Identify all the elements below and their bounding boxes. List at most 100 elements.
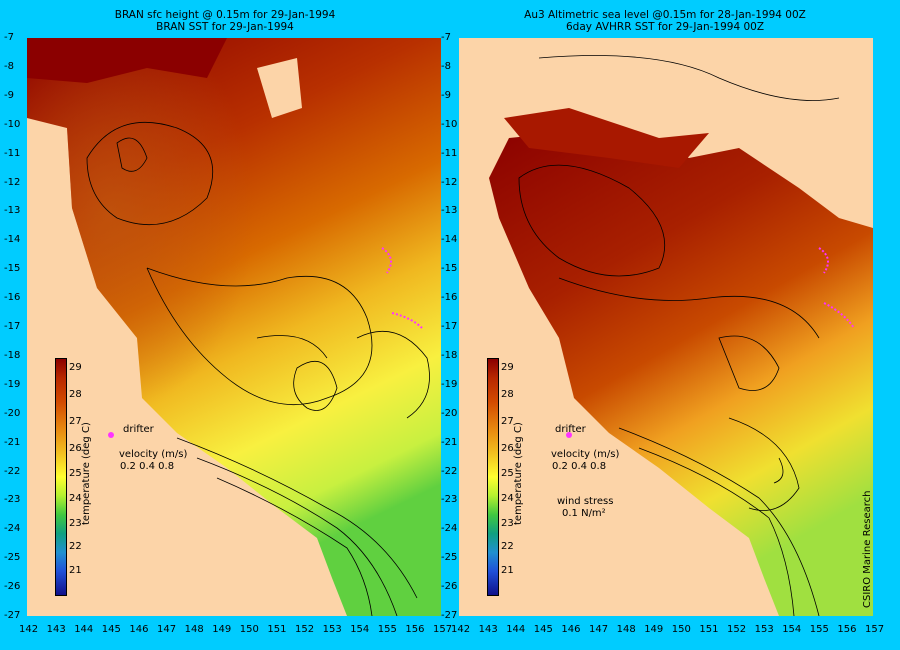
right-velocity-scale: 0.2 0.4 0.8	[552, 461, 607, 472]
y-tick-label-left: -23	[4, 494, 21, 506]
left-legend-tick: 25	[69, 468, 82, 479]
x-tick-label: 153	[322, 624, 342, 635]
y-tick-label-left: -11	[4, 147, 21, 159]
left-legend-tick: 21	[69, 565, 82, 576]
x-tick-label: 155	[809, 624, 829, 635]
credit-label: CSIRO Marine Research	[862, 490, 873, 608]
x-tick-label: 154	[782, 624, 802, 635]
right-legend-tick: 27	[501, 416, 514, 427]
x-tick-label: 148	[616, 624, 636, 635]
right-legend-tick: 28	[501, 389, 514, 400]
y-tick-label-middle: -21	[441, 436, 458, 448]
x-tick-label: 143	[46, 624, 66, 635]
y-tick-label-left: -7	[4, 32, 14, 43]
right-title-line2: 6day AVHRR SST for 29-Jan-1994 00Z	[565, 21, 765, 33]
left-legend-title: temperature (deg C)	[81, 422, 92, 525]
x-tick-label: 145	[101, 624, 121, 635]
right-velocity-label: velocity (m/s)	[551, 449, 620, 460]
y-tick-label-middle: -23	[441, 494, 458, 506]
y-tick-label-left: -10	[4, 118, 21, 130]
x-tick-label: 147	[589, 624, 609, 635]
right-legend-tick: 24	[501, 493, 514, 504]
x-tick-label: 155	[377, 624, 397, 635]
right-legend-tick: 29	[501, 362, 514, 373]
right-title-line1: Au3 Altimetric sea level @0.15m for 28-J…	[524, 9, 806, 21]
y-tick-label-middle: -11	[441, 147, 458, 159]
right-legend-tick: 23	[501, 518, 514, 529]
y-tick-label-left: -14	[4, 234, 21, 246]
y-tick-label-middle: -10	[441, 118, 458, 130]
right-drifter-label: drifter	[555, 424, 586, 435]
left-drifter-label: drifter	[123, 424, 154, 435]
x-tick-label: 149	[212, 624, 232, 635]
x-tick-label: 146	[129, 624, 149, 635]
y-tick-label-left: -16	[4, 292, 21, 304]
right-wind-stress-label: wind stress	[557, 496, 614, 507]
x-tick-label: 157	[865, 624, 885, 635]
y-tick-label-middle: -15	[441, 263, 458, 275]
left-title-line2: BRAN SST for 29-Jan-1994	[156, 21, 294, 33]
x-tick-label: 152	[727, 624, 747, 635]
x-tick-label: 150	[239, 624, 259, 635]
x-tick-label: 142	[19, 624, 39, 635]
y-tick-label-middle: -22	[441, 465, 458, 477]
y-tick-label-middle: -8	[441, 60, 451, 72]
y-tick-label-left: -13	[4, 205, 21, 217]
x-tick-label: 149	[644, 624, 664, 635]
left-legend-tick: 23	[69, 518, 82, 529]
x-tick-label: 147	[157, 624, 177, 635]
y-tick-label-left: -17	[4, 321, 21, 332]
y-tick-label-left: -20	[4, 407, 21, 419]
right-sst-map: 29 28 27 26 25 24 23 22 21 temperature (…	[459, 38, 873, 616]
y-tick-label-middle: -12	[441, 176, 458, 188]
y-tick-label-middle: -27	[441, 610, 458, 621]
x-tick-label: 151	[699, 624, 719, 635]
y-tick-label-left: -26	[4, 581, 21, 593]
right-legend-tick: 26	[501, 443, 514, 454]
right-legend-title: temperature (deg C)	[513, 422, 524, 525]
y-tick-label-middle: -17	[441, 321, 458, 332]
right-colorbar	[487, 358, 499, 596]
x-tick-label: 150	[671, 624, 691, 635]
y-tick-label-middle: -7	[441, 32, 451, 43]
left-legend-tick: 26	[69, 443, 82, 454]
y-tick-label-middle: -14	[441, 234, 458, 246]
y-tick-label-middle: -9	[441, 89, 451, 101]
x-tick-label: 157	[433, 624, 453, 635]
x-tick-label: 142	[451, 624, 471, 635]
y-tick-label-middle: -20	[441, 407, 458, 419]
x-tick-label: 148	[184, 624, 204, 635]
left-legend-tick: 29	[69, 362, 82, 373]
left-legend-tick: 24	[69, 493, 82, 504]
y-tick-label-left: -22	[4, 465, 21, 477]
y-tick-label-left: -27	[4, 610, 21, 621]
left-title-line1: BRAN sfc height @ 0.15m for 29-Jan-1994	[114, 9, 336, 21]
y-tick-label-left: -25	[4, 552, 21, 564]
y-tick-label-middle: -13	[441, 205, 458, 217]
x-tick-label: 156	[405, 624, 425, 635]
y-tick-label-left: -12	[4, 176, 21, 188]
left-sst-map: 29 28 27 26 25 24 23 22 21 temperature (…	[27, 38, 441, 616]
left-panel-title: BRAN sfc height @ 0.15m for 29-Jan-1994 …	[15, 9, 435, 33]
x-tick-label: 146	[561, 624, 581, 635]
y-tick-label-middle: -19	[441, 378, 458, 390]
left-sst-field	[27, 38, 441, 616]
x-tick-label: 143	[478, 624, 498, 635]
x-tick-label: 154	[350, 624, 370, 635]
y-tick-label-left: -21	[4, 436, 21, 448]
right-legend-tick: 22	[501, 541, 514, 552]
x-tick-label: 156	[837, 624, 857, 635]
y-tick-label-left: -24	[4, 523, 21, 535]
right-sst-field	[459, 38, 873, 616]
y-tick-label-middle: -24	[441, 523, 458, 535]
right-sea-level-contours	[518, 55, 840, 616]
y-tick-label-left: -18	[4, 349, 21, 361]
x-tick-label: 144	[74, 624, 94, 635]
right-legend-tick: 25	[501, 468, 514, 479]
x-tick-label: 153	[754, 624, 774, 635]
y-tick-label-middle: -18	[441, 349, 458, 361]
y-tick-label-left: -8	[4, 60, 14, 72]
right-drifter-marker	[566, 432, 572, 438]
y-tick-label-left: -15	[4, 263, 21, 275]
left-velocity-label: velocity (m/s)	[119, 449, 188, 460]
